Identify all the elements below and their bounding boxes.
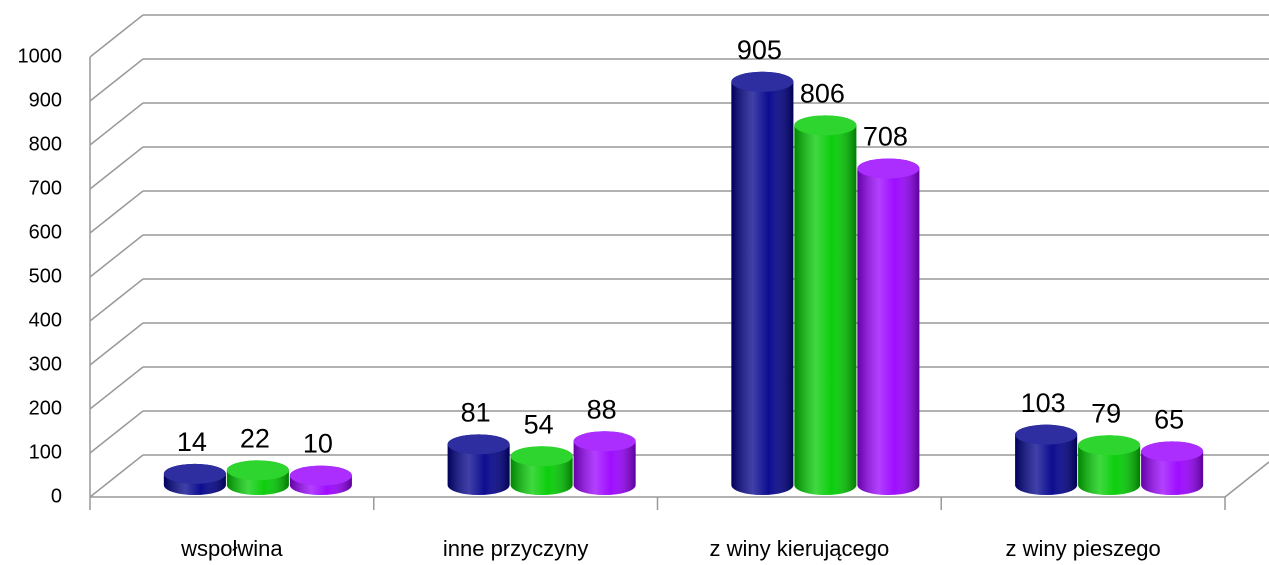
grid-line — [89, 366, 144, 410]
y-tick-label: 500 — [29, 265, 62, 287]
y-tick-label: 100 — [29, 441, 62, 463]
y-tick-label: 200 — [29, 397, 62, 419]
cylinder-top — [794, 115, 857, 136]
y-tick-label: 1000 — [18, 45, 63, 67]
cylinder-top-shade — [447, 434, 510, 455]
grid-line — [89, 410, 144, 454]
data-label: 65 — [1154, 405, 1184, 435]
x-tick-label: wspołwina — [180, 536, 283, 561]
grid-line — [89, 102, 144, 146]
data-label: 81 — [461, 397, 491, 427]
cylinder-top — [163, 463, 226, 484]
data-label: 806 — [800, 78, 845, 108]
cylinder-top — [1015, 424, 1078, 445]
cylinder-shade — [731, 71, 794, 496]
grid-line — [89, 146, 144, 190]
y-tick-label: 300 — [29, 353, 62, 375]
grid-line — [89, 454, 144, 498]
data-label: 54 — [524, 409, 554, 439]
cylinder-top-shade — [1015, 424, 1078, 445]
cylinder-top — [1141, 441, 1204, 462]
data-label: 79 — [1091, 398, 1121, 428]
grid-line — [89, 278, 144, 322]
cylinder-top-shade — [163, 463, 226, 484]
cylinder-top-shade — [857, 158, 920, 179]
cylinder-top — [510, 446, 573, 467]
data-label: 905 — [737, 35, 782, 65]
x-tick-label: z winy kierującego — [710, 536, 890, 561]
data-label: 708 — [863, 122, 908, 152]
y-tick-label: 700 — [29, 177, 62, 199]
grid-line — [89, 14, 144, 58]
grid-line — [89, 322, 144, 366]
cylinder-top-shade — [1078, 435, 1141, 456]
data-label: 88 — [587, 394, 617, 424]
x-tick-label: z winy pieszego — [1005, 536, 1160, 561]
cylinder-top — [857, 158, 920, 179]
grid-line — [89, 58, 144, 102]
cylinder-shade — [794, 115, 857, 496]
cylinder-top-shade — [226, 460, 289, 481]
data-label: 103 — [1021, 388, 1066, 418]
y-tick-label: 600 — [29, 221, 62, 243]
cylinder-top-shade — [289, 465, 352, 486]
cylinder-top — [731, 71, 794, 92]
cylinder-top-shade — [731, 71, 794, 92]
x-tick-label: inne przyczyny — [443, 536, 589, 561]
floor-edge — [1224, 461, 1269, 498]
cylinder-top-shade — [1141, 441, 1204, 462]
cylinder-top-shade — [510, 446, 573, 467]
data-label: 14 — [177, 427, 207, 457]
cylinder-top — [289, 465, 352, 486]
data-label: 22 — [240, 423, 270, 453]
grid-line — [89, 234, 144, 278]
cylinder-top — [226, 460, 289, 481]
y-tick-label: 800 — [29, 133, 62, 155]
y-tick-label: 0 — [51, 485, 62, 507]
y-tick-label: 400 — [29, 309, 62, 331]
cylinder-top — [1078, 435, 1141, 456]
cylinder-top — [447, 434, 510, 455]
cylinder-top — [573, 431, 636, 452]
data-label: 10 — [303, 429, 333, 459]
cylinder-top-shade — [794, 115, 857, 136]
y-tick-label: 900 — [29, 89, 62, 111]
cylinder-shade — [857, 158, 920, 496]
cylinder-top-shade — [573, 431, 636, 452]
grid-line — [89, 190, 144, 234]
